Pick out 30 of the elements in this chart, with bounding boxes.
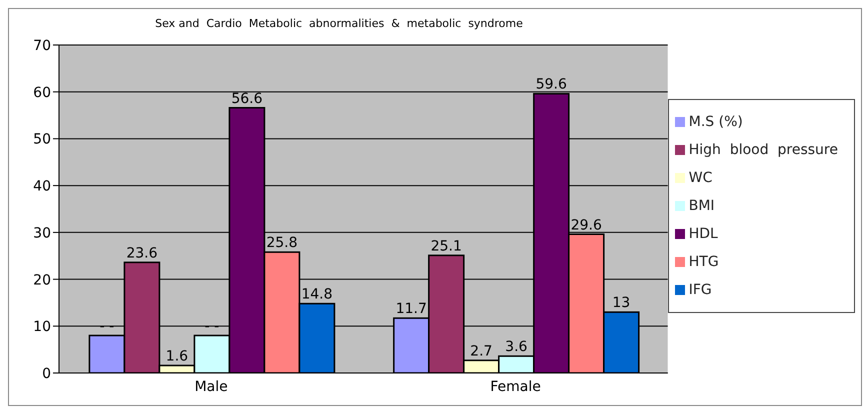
- y-tick-label: 0: [42, 366, 51, 382]
- data-label: 29.6: [570, 217, 602, 234]
- x-tick-label: Male: [194, 378, 228, 395]
- data-label: 14.8: [301, 286, 333, 303]
- chart-title: Sex and Cardio Metabolic abnormalities & metabolic syndrome: [154, 17, 524, 30]
- legend-label: HDL: [688, 226, 718, 242]
- data-label: 3.6: [505, 339, 528, 356]
- data-label: 59.6: [536, 76, 567, 93]
- legend-label: M.S (%): [688, 114, 743, 130]
- data-label: 2.7: [470, 343, 492, 360]
- data-label: 1.6: [166, 348, 188, 365]
- data-label: 56.6: [231, 90, 263, 107]
- y-tick-label: 20: [33, 272, 51, 288]
- data-label: 25.8: [266, 235, 298, 252]
- y-tick-label: 50: [33, 132, 51, 148]
- y-tick-label: 70: [33, 38, 51, 54]
- data-label: 23.6: [126, 245, 158, 262]
- y-tick-label: 10: [33, 319, 51, 336]
- legend-label: HTG: [688, 254, 719, 270]
- data-label: 11.7: [396, 301, 427, 318]
- legend-label: WC: [688, 170, 712, 186]
- data-label: 13: [612, 295, 630, 312]
- y-tick-label: 40: [33, 178, 51, 195]
- legend-label: IFG: [688, 282, 712, 298]
- legend-label: High blood pressure: [688, 142, 838, 158]
- y-tick-label: 30: [33, 225, 51, 242]
- data-label: 25.1: [430, 238, 462, 254]
- x-tick-label: Female: [490, 378, 541, 395]
- legend-label: BMI: [688, 198, 715, 214]
- y-tick-label: 60: [33, 84, 51, 101]
